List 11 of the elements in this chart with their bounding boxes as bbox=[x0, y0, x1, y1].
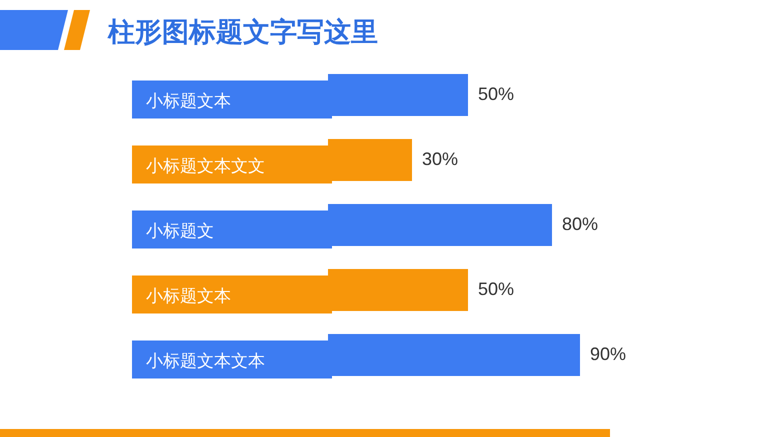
data-label: 90% bbox=[590, 344, 626, 364]
data-label: 80% bbox=[562, 214, 598, 234]
y-tick-label: 小标题文本文本 bbox=[146, 352, 265, 372]
y-tick-label: 小标题文本 bbox=[146, 286, 231, 306]
data-label: 50% bbox=[478, 84, 514, 104]
y-tick-label: 小标题文本 bbox=[146, 92, 231, 112]
data-label: 50% bbox=[478, 278, 514, 299]
y-tick-label: 小标题文 bbox=[146, 222, 214, 242]
data-label: 30% bbox=[422, 148, 458, 169]
y-tick-label: 小标题文本文文 bbox=[146, 156, 265, 176]
chart-title: 柱形图标题文字写这里 bbox=[108, 16, 378, 50]
